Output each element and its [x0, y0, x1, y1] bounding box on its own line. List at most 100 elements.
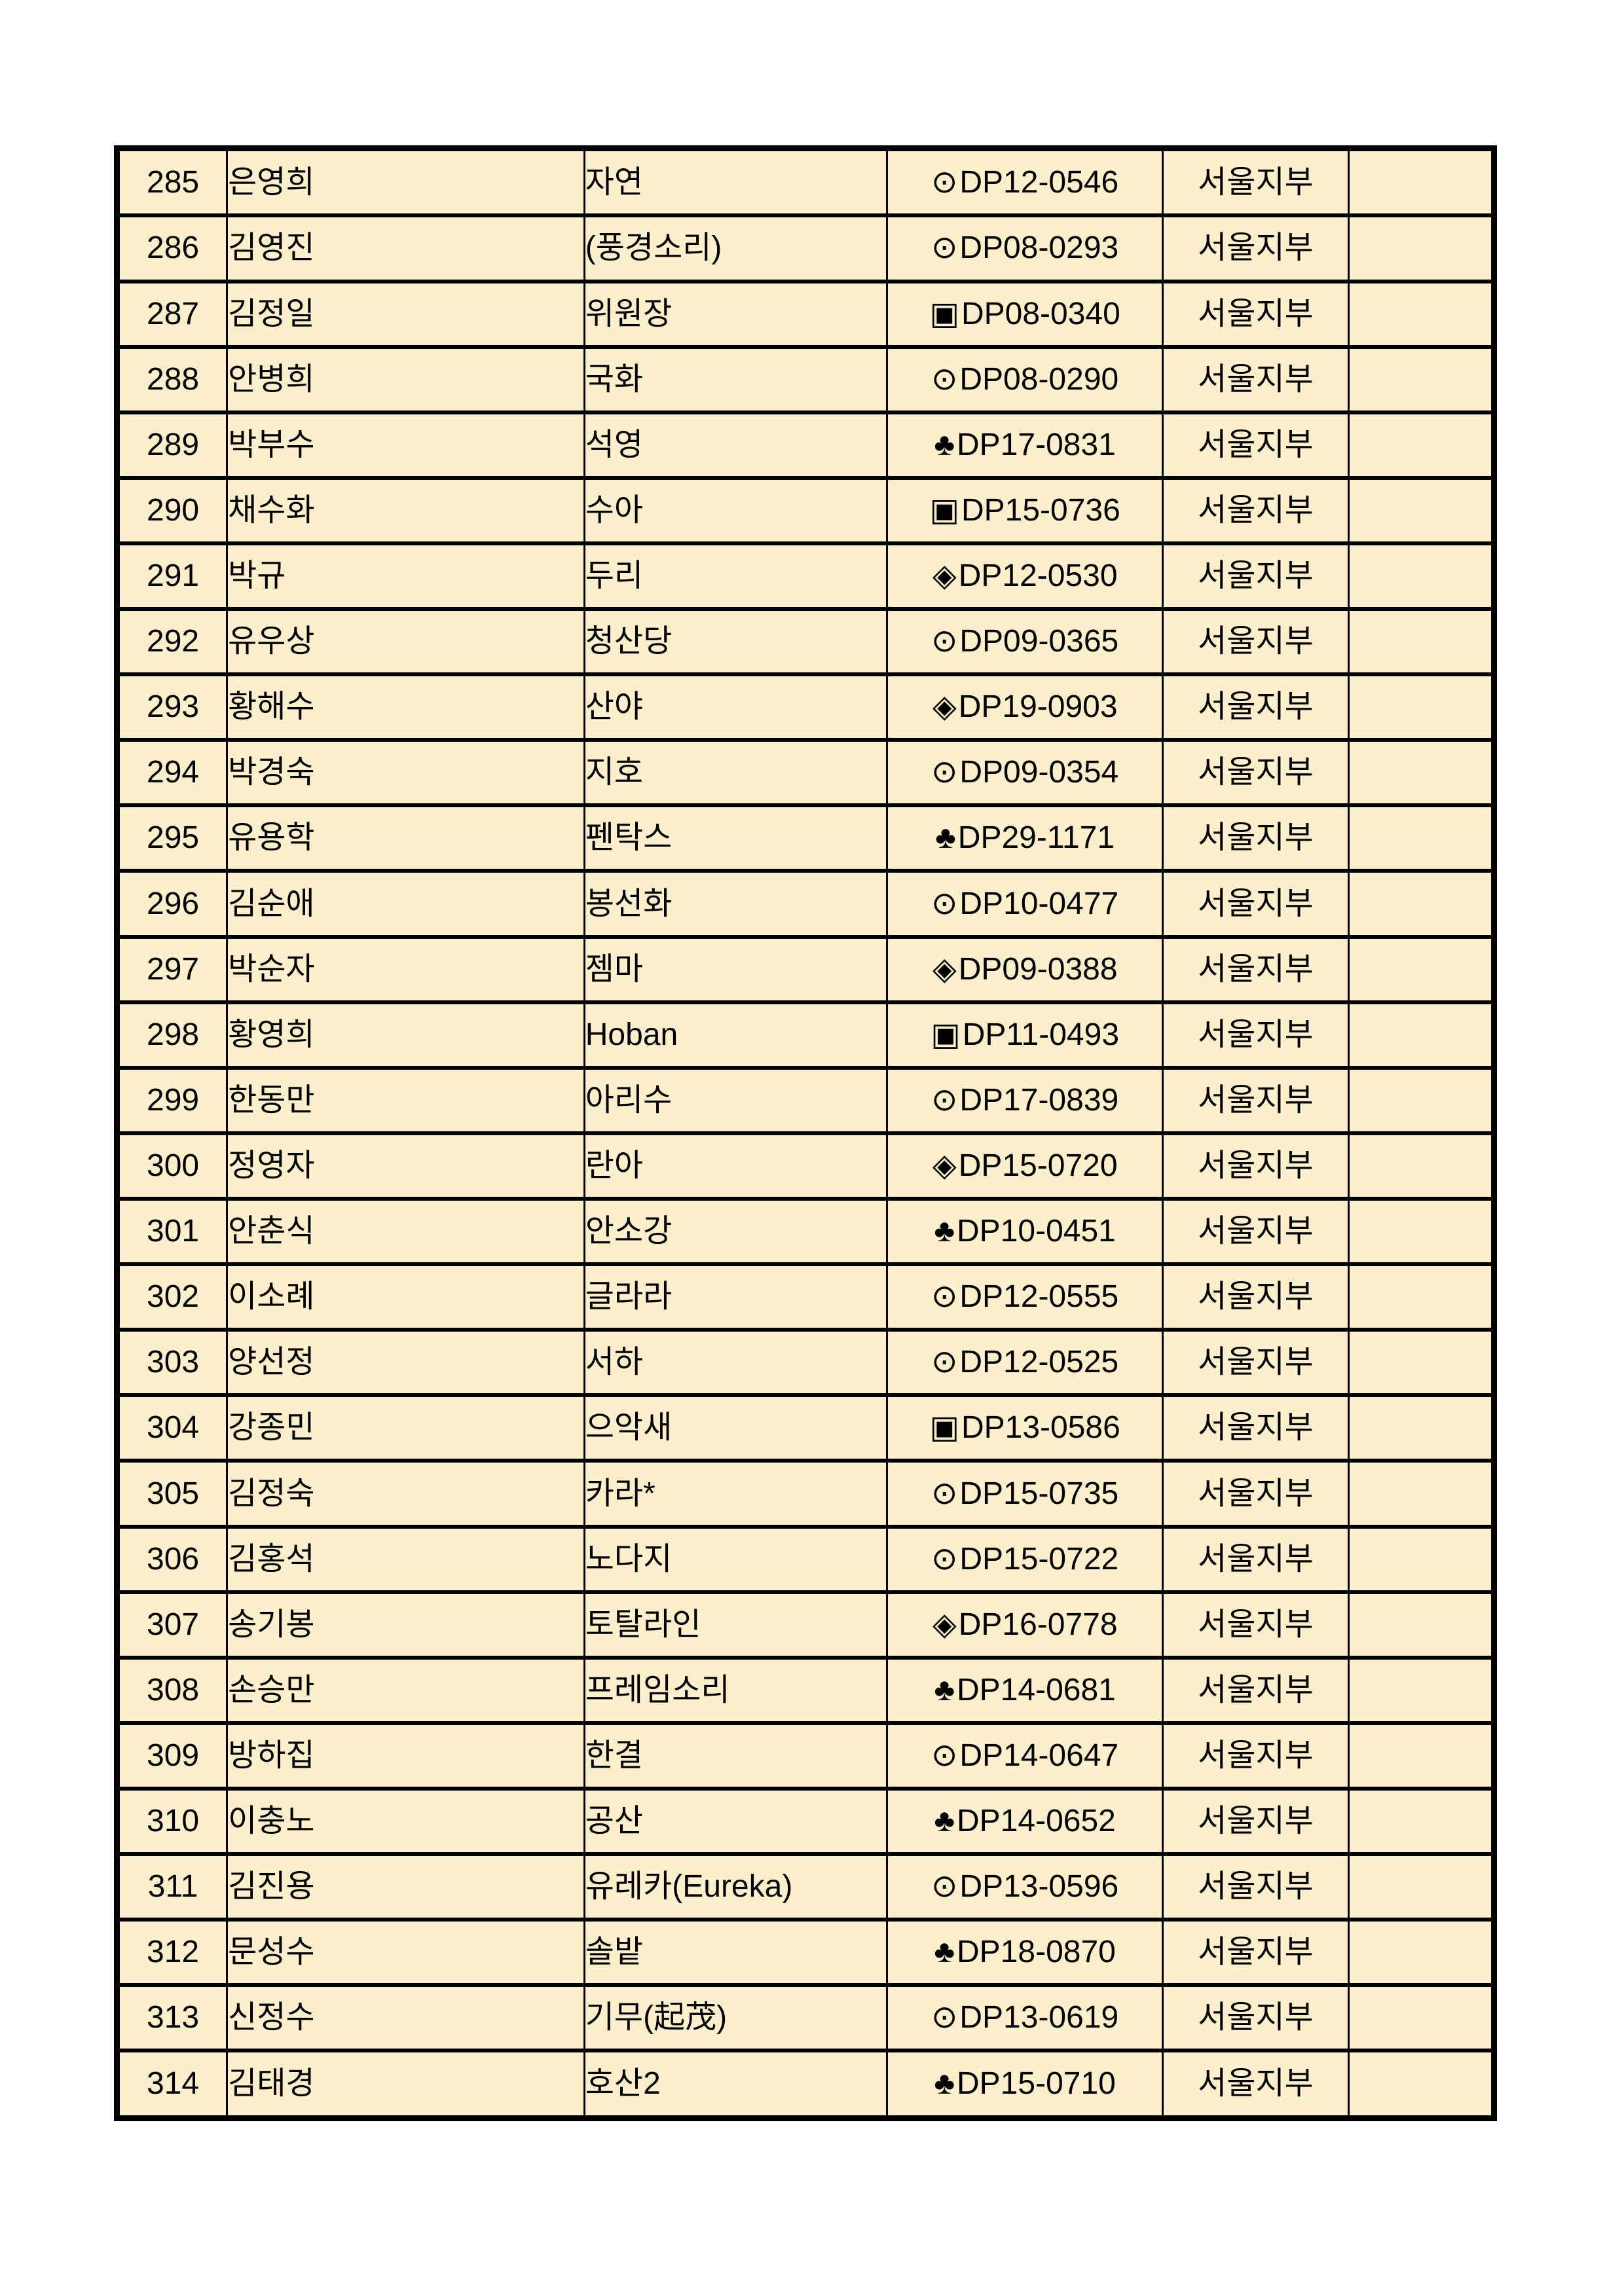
member-name: 방하집: [226, 1721, 585, 1791]
grade-mark-icon: ♣: [934, 1804, 955, 1839]
branch-label: 서울지부: [1162, 1590, 1350, 1660]
table-row: 307 송기봉 토탈라인 ◈DP16-0778 서울지부: [115, 1590, 1496, 1660]
member-alias: 기무(起茂): [583, 1983, 889, 2053]
grade-mark-icon: ♣: [934, 1214, 955, 1249]
empty-cell: [1347, 1918, 1496, 1988]
empty-cell: [1347, 1590, 1496, 1660]
member-code-cell: ⊙DP10-0477: [886, 869, 1164, 939]
empty-cell: [1347, 1983, 1496, 2053]
member-code: DP15-0722: [959, 1541, 1119, 1576]
member-name: 정영자: [226, 1131, 585, 1201]
empty-cell: [1347, 146, 1496, 218]
table-row: 309 방하집 한결 ⊙DP14-0647 서울지부: [115, 1721, 1496, 1791]
member-code: DP15-0710: [957, 2066, 1116, 2102]
member-code: DP15-0735: [959, 1476, 1119, 1511]
table-row: 300 정영자 란아 ◈DP15-0720 서울지부: [115, 1131, 1496, 1201]
branch-label: 서울지부: [1162, 803, 1350, 873]
member-alias: 청산당: [583, 607, 889, 677]
member-alias: 산야: [583, 672, 889, 742]
member-name: 한동만: [226, 1065, 585, 1135]
branch-label: 서울지부: [1162, 1852, 1350, 1922]
grade-mark-icon: ⊙: [931, 361, 958, 397]
grade-mark-icon: ◈: [932, 951, 957, 987]
member-name: 채수화: [226, 475, 585, 545]
member-alias: 아리수: [583, 1065, 889, 1135]
branch-label: 서울지부: [1162, 1524, 1350, 1594]
member-alias: 지호: [583, 738, 889, 808]
member-code: DP18-0870: [957, 1935, 1116, 1970]
member-name: 은영희: [226, 146, 585, 218]
member-alias: 수아: [583, 475, 889, 545]
member-alias: 석영: [583, 410, 889, 480]
empty-cell: [1347, 1065, 1496, 1135]
branch-label: 서울지부: [1162, 672, 1350, 742]
member-code-cell: ⊙DP09-0354: [886, 738, 1164, 808]
empty-cell: [1347, 541, 1496, 611]
member-code-cell: ⊙DP15-0722: [886, 1524, 1164, 1594]
member-code: DP08-0290: [959, 361, 1119, 397]
grade-mark-icon: ♣: [935, 820, 956, 856]
row-number: 303: [115, 1328, 229, 1398]
row-number: 308: [115, 1655, 229, 1725]
empty-cell: [1347, 279, 1496, 349]
table-row: 295 유용학 펜탁스 ♣DP29-1171 서울지부: [115, 803, 1496, 873]
empty-cell: [1347, 1197, 1496, 1267]
branch-label: 서울지부: [1162, 1721, 1350, 1791]
branch-label: 서울지부: [1162, 1131, 1350, 1201]
member-code-cell: ◈DP12-0530: [886, 541, 1164, 611]
branch-label: 서울지부: [1162, 1197, 1350, 1267]
member-code: DP10-0477: [959, 886, 1119, 921]
row-number: 290: [115, 475, 229, 545]
member-code-cell: ⊙DP12-0525: [886, 1328, 1164, 1398]
member-code-cell: ⊙DP08-0293: [886, 213, 1164, 283]
table-row: 312 문성수 솔밭 ♣DP18-0870 서울지부: [115, 1918, 1496, 1988]
row-number: 293: [115, 672, 229, 742]
member-code-cell: ▣DP08-0340: [886, 279, 1164, 349]
member-code-cell: ▣DP15-0736: [886, 475, 1164, 545]
member-code-cell: ♣DP29-1171: [886, 803, 1164, 873]
member-code: DP12-0555: [959, 1279, 1119, 1315]
member-name: 이소례: [226, 1262, 585, 1332]
member-code: DP17-0831: [957, 427, 1116, 462]
branch-label: 서울지부: [1162, 607, 1350, 677]
grade-mark-icon: ◈: [932, 1148, 957, 1183]
empty-cell: [1347, 1655, 1496, 1725]
empty-cell: [1347, 869, 1496, 939]
table-row: 298 황영희 Hoban ▣DP11-0493 서울지부: [115, 1000, 1496, 1070]
row-number: 298: [115, 1000, 229, 1070]
member-alias: 프레임소리: [583, 1655, 889, 1725]
member-code: DP15-0736: [961, 492, 1120, 528]
member-name: 김진용: [226, 1852, 585, 1922]
member-alias: 젬마: [583, 934, 889, 1004]
member-code: DP13-0619: [959, 2000, 1119, 2035]
empty-cell: [1347, 2049, 1496, 2121]
table-row: 303 양선정 서하 ⊙DP12-0525 서울지부: [115, 1328, 1496, 1398]
grade-mark-icon: ▣: [931, 1017, 961, 1052]
member-name: 안춘식: [226, 1197, 585, 1267]
member-code: DP29-1171: [957, 820, 1115, 856]
row-number: 292: [115, 607, 229, 677]
member-name: 박순자: [226, 934, 585, 1004]
empty-cell: [1347, 475, 1496, 545]
member-name: 유용학: [226, 803, 585, 873]
member-code: DP14-0647: [959, 1738, 1119, 1773]
row-number: 301: [115, 1197, 229, 1267]
branch-label: 서울지부: [1162, 1262, 1350, 1332]
member-name: 박부수: [226, 410, 585, 480]
member-name: 박규: [226, 541, 585, 611]
empty-cell: [1347, 1787, 1496, 1857]
grade-mark-icon: ♣: [934, 2066, 955, 2102]
member-name: 황해수: [226, 672, 585, 742]
member-name: 박경숙: [226, 738, 585, 808]
member-code: DP15-0720: [958, 1148, 1118, 1183]
row-number: 309: [115, 1721, 229, 1791]
grade-mark-icon: ▣: [929, 492, 959, 528]
member-name: 강종민: [226, 1393, 585, 1463]
branch-label: 서울지부: [1162, 738, 1350, 808]
branch-label: 서울지부: [1162, 344, 1350, 414]
empty-cell: [1347, 1000, 1496, 1070]
grade-mark-icon: ⊙: [931, 1082, 958, 1118]
table-row: 296 김순애 봉선화 ⊙DP10-0477 서울지부: [115, 869, 1496, 939]
member-name: 황영희: [226, 1000, 585, 1070]
branch-label: 서울지부: [1162, 2049, 1350, 2121]
